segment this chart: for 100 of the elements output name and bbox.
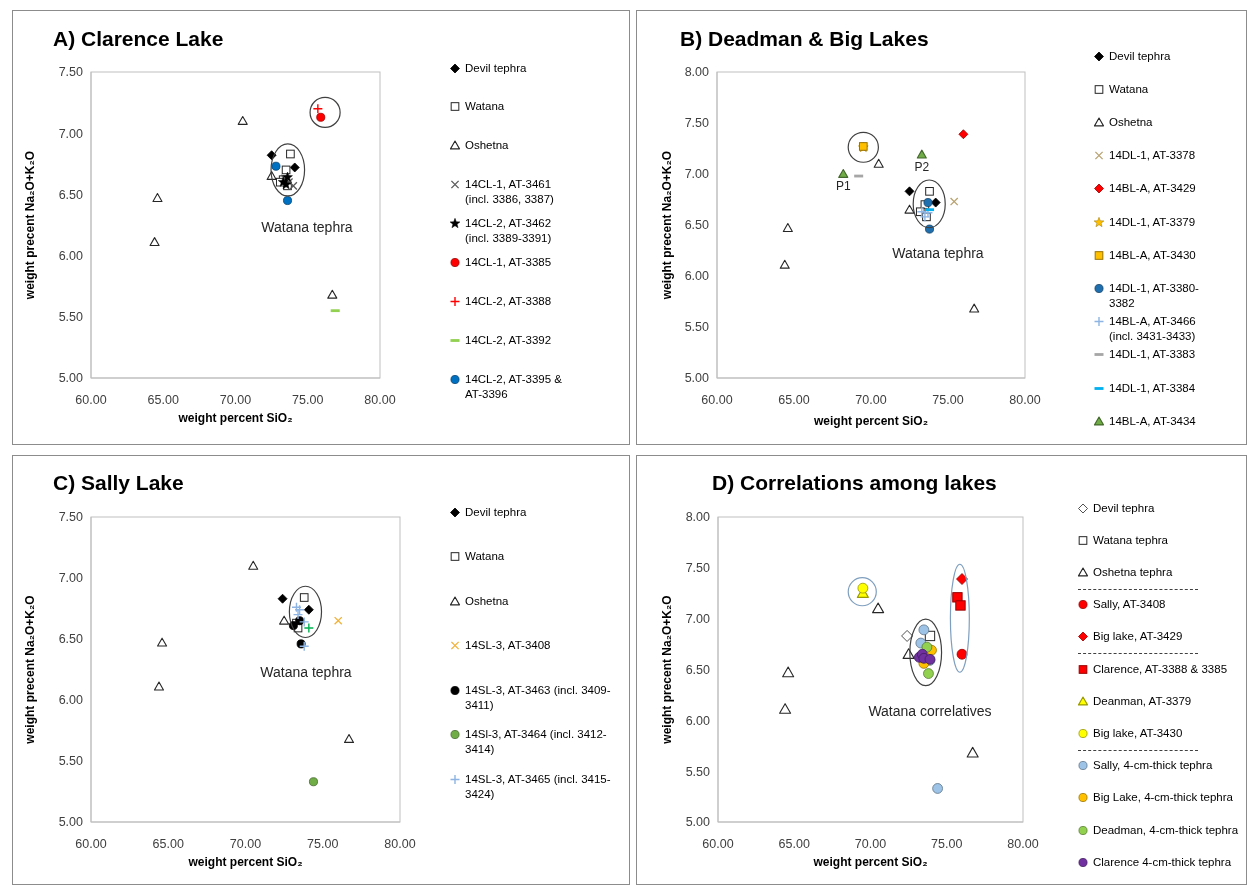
legend-label: 14CL-2, AT-3392 <box>465 332 553 348</box>
y-tick-label: 5.50 <box>685 764 711 779</box>
x-tick-label: 60.00 <box>702 836 734 851</box>
y-tick-label: 7.50 <box>684 116 710 131</box>
x-tick-label: 75.00 <box>932 392 964 407</box>
legend-label: 14CL-1, AT-3385 <box>465 255 553 270</box>
x-tick-label: 65.00 <box>778 392 810 407</box>
y-tick-label: 5.00 <box>58 371 84 386</box>
y-axis-title: weight precent Na₂O+K₂O <box>23 595 37 745</box>
y-tick-label: 8.00 <box>685 510 711 525</box>
x-tick-label: 60.00 <box>75 836 107 851</box>
y-tick-label: 7.00 <box>684 167 710 182</box>
annotation: P2 <box>914 159 930 174</box>
x-axis-title: weight percent SiO₂ <box>812 414 929 428</box>
x-tick-label: 60.00 <box>701 392 733 407</box>
legend-label: 14BL-A, AT-3430 <box>1109 247 1197 263</box>
x-tick-label: 75.00 <box>307 836 339 851</box>
y-tick-label: 7.00 <box>58 571 84 586</box>
legend-label: Oshetna <box>465 593 510 609</box>
legend-label: 14DL-1, AT-3384 <box>1109 380 1197 396</box>
legend-label: Big lake, AT-3429 <box>1093 629 1184 645</box>
legend-label: 14DL-1, AT-3379 <box>1109 214 1197 230</box>
legend-label: 14SL-3, AT-3408 <box>465 638 552 653</box>
annotation: Watana correlatives <box>868 703 992 719</box>
chart-title: A) Clarence Lake <box>53 27 224 51</box>
legend-label: 14DL-1, AT-3378 <box>1109 148 1197 164</box>
y-tick-label: 6.00 <box>58 693 84 708</box>
legend-label: Devil tephra <box>1093 500 1156 516</box>
y-tick-label: 5.00 <box>58 815 84 830</box>
x-tick-label: 80.00 <box>364 392 396 407</box>
annotation: P1 <box>835 179 851 193</box>
x-axis-title: weight percent SiO₂ <box>812 855 928 869</box>
annotation: Watana tephra <box>892 245 984 261</box>
y-tick-label: 5.50 <box>58 754 84 769</box>
legend-label: 14CL-1, AT-3461 (incl. 3386, 3387) <box>465 177 555 208</box>
legend-label: Devil tephra <box>1109 48 1172 64</box>
legend-label: 14CL-2, AT-3462 (incl. 3389-3391) <box>465 216 553 247</box>
chart-title: B) Deadman & Big Lakes <box>680 27 929 51</box>
y-tick-label: 6.50 <box>685 662 711 677</box>
legend-label: 14CL-2, AT-3388 <box>465 293 553 309</box>
x-tick-label: 75.00 <box>292 392 324 407</box>
legend-label: 14BL-A, AT-3466 (incl. 3431-3433) <box>1109 314 1197 345</box>
annotation: Watana tephra <box>260 664 352 680</box>
x-tick-label: 70.00 <box>854 836 887 851</box>
y-tick-label: 7.50 <box>58 65 84 80</box>
legend-label: Devil tephra <box>465 504 528 520</box>
legend-label: 14DL-1, AT-3380-3382 <box>1109 280 1200 311</box>
legend-label: Big Lake, 4-cm-thick tephra <box>1093 790 1234 806</box>
legend-label: Devil tephra <box>465 60 528 76</box>
chart-title: C) Sally Lake <box>53 471 184 495</box>
legend-label: Watana <box>465 99 506 115</box>
x-tick-label: 80.00 <box>1009 392 1041 407</box>
y-tick-label: 7.00 <box>685 612 711 627</box>
y-tick-label: 7.50 <box>58 510 84 525</box>
annotation: Watana tephra <box>261 219 353 235</box>
legend-label: 14SL-3, AT-3465 (incl. 3415-3424) <box>465 771 612 802</box>
y-tick-label: 6.00 <box>684 269 710 284</box>
legend-label: Deadman, 4-cm-thick tephra <box>1093 822 1240 838</box>
y-tick-label: 6.00 <box>58 249 84 264</box>
y-tick-label: 6.50 <box>58 187 84 202</box>
y-axis-title: weight precent Na₂O+K₂O <box>23 150 37 301</box>
x-tick-label: 80.00 <box>384 836 416 851</box>
x-tick-label: 60.00 <box>75 392 107 407</box>
legend-label: Watana tephra <box>1093 532 1169 548</box>
y-tick-label: 5.00 <box>685 815 711 830</box>
y-tick-label: 5.50 <box>58 310 84 325</box>
x-axis-title: weight percent SiO₂ <box>187 855 303 869</box>
legend-label: Clarence, AT-3388 & 3385 <box>1093 661 1229 677</box>
legend-label: Deanman, AT-3379 <box>1093 693 1193 709</box>
legend-label: 14BL-A, AT-3434 <box>1109 413 1197 429</box>
x-tick-label: 70.00 <box>229 836 262 851</box>
legend-label: 14DL-1, AT-3383 <box>1109 347 1197 363</box>
y-tick-label: 7.50 <box>685 561 711 576</box>
legend-label: Sally, AT-3408 <box>1093 597 1167 613</box>
y-tick-label: 6.50 <box>58 632 84 647</box>
chart-title: D) Correlations among lakes <box>712 471 997 495</box>
x-tick-label: 75.00 <box>931 836 963 851</box>
legend-label: Oshetna tephra <box>1093 564 1174 580</box>
legend-label: 14BL-A, AT-3429 <box>1109 181 1197 197</box>
x-axis-title: weight percent SiO₂ <box>177 411 293 425</box>
y-tick-label: 5.50 <box>684 320 710 335</box>
legend-label: Oshetna <box>1109 114 1154 130</box>
y-tick-label: 6.00 <box>685 713 711 728</box>
legend-label: Clarence 4-cm-thick tephra <box>1093 854 1233 870</box>
legend-label: Watana <box>465 549 506 564</box>
y-axis-title: weight precent Na₂O+K₂O <box>660 595 674 745</box>
y-tick-label: 7.00 <box>58 126 84 141</box>
x-tick-label: 70.00 <box>855 392 887 407</box>
y-tick-label: 6.50 <box>684 218 710 233</box>
y-axis-title: weight precent Na₂O+K₂O <box>660 150 674 301</box>
legend-label: 14CL-2, AT-3395 & AT-3396 <box>465 371 563 402</box>
x-tick-label: 70.00 <box>219 392 252 407</box>
x-tick-label: 65.00 <box>152 836 184 851</box>
x-tick-label: 65.00 <box>147 392 179 407</box>
legend-label: 14Sl-3, AT-3464 (incl. 3412-3414) <box>465 727 608 757</box>
legend-label: Oshetna <box>465 138 510 154</box>
x-tick-label: 80.00 <box>1007 836 1039 851</box>
legend-label: Big lake, AT-3430 <box>1093 725 1184 741</box>
legend-label: 14SL-3, AT-3463 (incl. 3409-3411) <box>465 682 612 713</box>
x-tick-label: 65.00 <box>778 836 810 851</box>
